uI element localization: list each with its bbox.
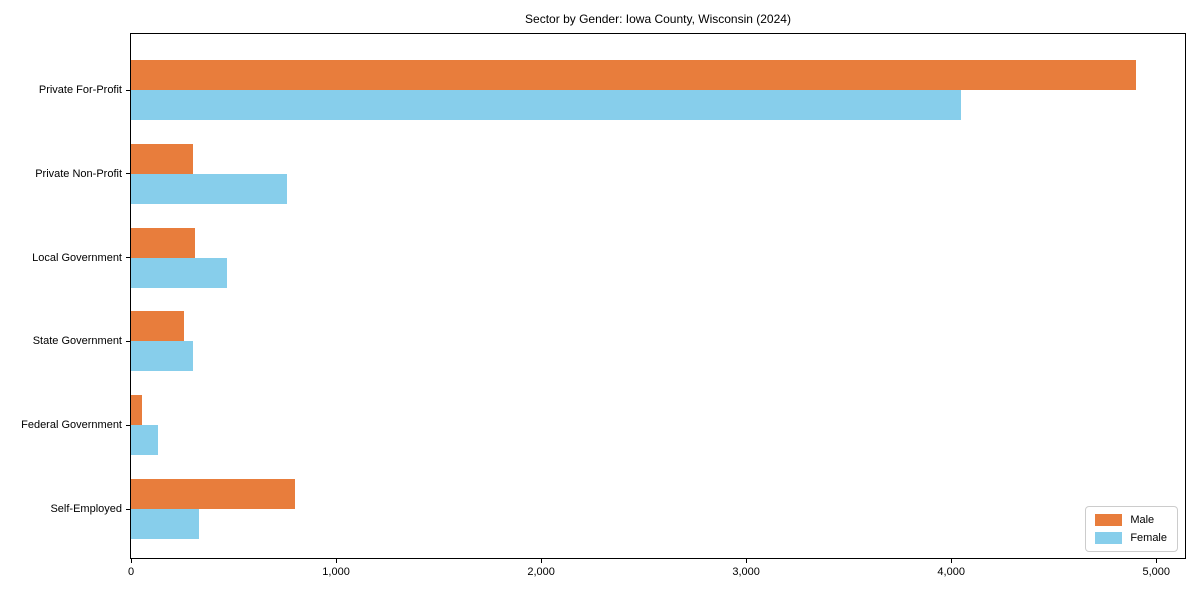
chart-title: Sector by Gender: Iowa County, Wisconsin… (525, 12, 791, 26)
bar-female-3 (131, 341, 193, 372)
x-tick-mark (131, 558, 132, 563)
y-tick-mark (126, 89, 131, 91)
x-tick-mark (746, 558, 748, 563)
y-tick-mark (126, 424, 131, 426)
y-tick-mark (126, 508, 131, 510)
x-tick-label: 3,000 (732, 566, 760, 578)
x-tick-label: 2,000 (527, 566, 555, 578)
y-tick-label: Local Government (32, 251, 122, 264)
male-swatch-icon (1095, 514, 1123, 526)
x-tick-label: 1,000 (322, 566, 350, 578)
bar-male-0 (131, 60, 1136, 90)
x-tick-label: 0 (127, 566, 135, 578)
bar-female-5 (131, 509, 199, 539)
x-tick-mark (951, 558, 953, 563)
legend-item-female: Female (1095, 532, 1167, 544)
bar-male-5 (131, 479, 296, 509)
y-tick-mark (126, 173, 131, 175)
legend: Male Female (1085, 506, 1178, 552)
bar-male-4 (131, 395, 143, 426)
y-tick-mark (126, 340, 131, 342)
x-tick-mark (1156, 558, 1158, 563)
bar-female-4 (131, 425, 158, 456)
female-swatch-icon (1095, 532, 1123, 544)
legend-label-male: Male (1130, 514, 1155, 526)
y-tick-mark (126, 257, 131, 259)
bar-female-1 (131, 173, 287, 204)
bar-female-2 (131, 257, 228, 288)
x-tick-label: 5,000 (1142, 566, 1170, 578)
x-tick-mark (541, 558, 543, 563)
plot-area: Male Female Private For-Profit Private No… (21, 33, 1186, 578)
legend-item-male: Male (1095, 514, 1167, 526)
bar-female-0 (131, 90, 962, 120)
y-tick-label: State Government (32, 335, 122, 348)
legend-label-female: Female (1130, 532, 1167, 544)
y-tick-label: Private For-Profit (38, 84, 122, 96)
y-tick-label: Self-Employed (50, 503, 122, 515)
bar-male-3 (131, 311, 185, 342)
bar-male-1 (131, 143, 193, 174)
bar-male-2 (131, 227, 195, 258)
x-tick-mark (336, 558, 338, 563)
y-tick-label: Private Non-Profit (35, 167, 122, 180)
y-tick-label: Federal Government (21, 419, 122, 432)
x-tick-label: 4,000 (937, 566, 965, 578)
